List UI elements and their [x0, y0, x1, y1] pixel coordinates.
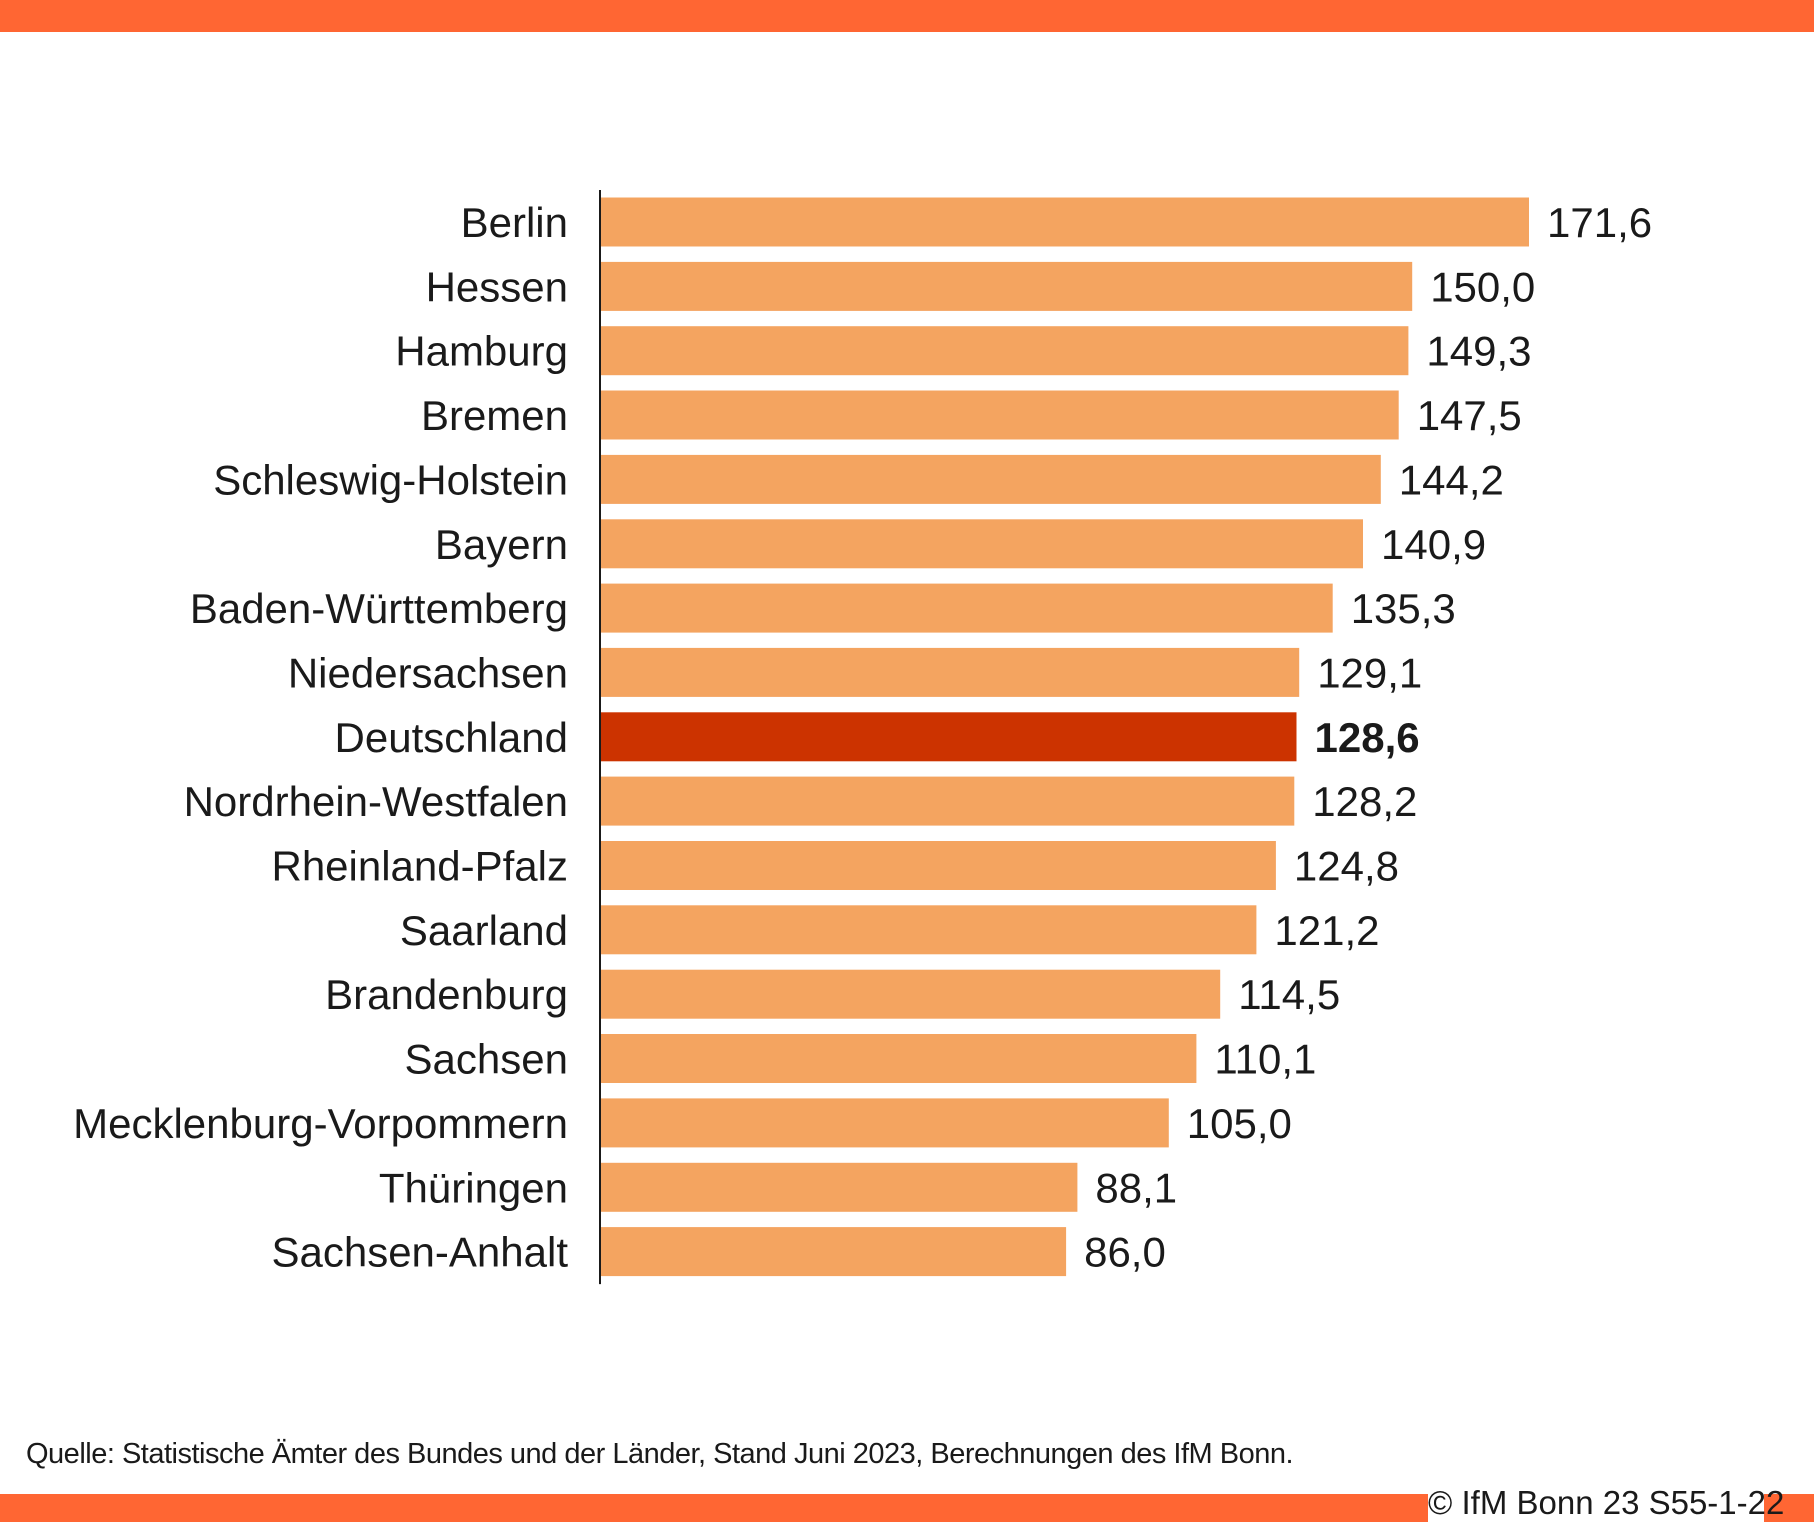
- category-label: Hessen: [426, 263, 568, 310]
- value-label: 149,3: [1426, 328, 1531, 375]
- bar-bremen: [601, 390, 1399, 440]
- bar-niedersachsen: [601, 647, 1300, 697]
- value-label: 105,0: [1187, 1100, 1292, 1147]
- category-label: Baden-Württemberg: [190, 585, 568, 632]
- value-label: 129,1: [1317, 649, 1422, 696]
- category-label: Brandenburg: [325, 971, 568, 1018]
- bar-brandenburg: [601, 969, 1221, 1019]
- value-label: 128,2: [1312, 778, 1417, 825]
- category-label: Bremen: [421, 392, 568, 439]
- bar-hamburg: [601, 326, 1409, 376]
- bar-saarland: [601, 905, 1257, 955]
- value-label: 150,0: [1430, 263, 1535, 310]
- category-label: Sachsen-Anhalt: [271, 1229, 568, 1276]
- bar-berlin: [601, 197, 1529, 247]
- top-accent-band: [0, 0, 1814, 32]
- source-note: Quelle: Statistische Ämter des Bundes un…: [26, 1438, 1294, 1470]
- value-label: 140,9: [1381, 521, 1486, 568]
- bar-sachsen: [601, 1034, 1197, 1083]
- value-label: 110,1: [1214, 1036, 1316, 1083]
- category-label: Deutschland: [335, 714, 568, 761]
- bar-sachsen-anhalt: [601, 1227, 1067, 1277]
- category-label: Nordrhein-Westfalen: [184, 778, 568, 825]
- category-label: Hamburg: [395, 328, 568, 375]
- bar-bayern: [601, 519, 1363, 569]
- bar-rheinland-pfalz: [601, 841, 1276, 890]
- category-label: Niedersachsen: [288, 649, 568, 696]
- bar-deutschland: [601, 712, 1297, 762]
- category-label: Thüringen: [379, 1164, 568, 1211]
- value-label: 135,3: [1351, 585, 1456, 632]
- value-label: 144,2: [1399, 456, 1504, 503]
- value-label: 171,6: [1547, 199, 1652, 246]
- bar-mecklenburg-vorpommern: [601, 1098, 1169, 1148]
- value-label: 86,0: [1084, 1229, 1166, 1276]
- bar-baden-württemberg: [601, 583, 1333, 633]
- value-label: 124,8: [1294, 843, 1399, 890]
- category-label: Sachsen: [405, 1036, 568, 1083]
- copyright-label: © IfM Bonn 23 S55-1-22: [1428, 1480, 1784, 1522]
- bar-schleswig-holstein: [601, 454, 1381, 504]
- category-label: Bayern: [435, 521, 568, 568]
- value-label: 147,5: [1417, 392, 1522, 439]
- category-label: Berlin: [461, 199, 568, 246]
- bar-nordrhein-westfalen: [601, 776, 1295, 826]
- value-label: 88,1: [1095, 1164, 1177, 1211]
- bar-thüringen: [601, 1162, 1078, 1212]
- category-label: Rheinland-Pfalz: [271, 843, 568, 890]
- value-label: 114,5: [1238, 971, 1340, 1018]
- value-label: 121,2: [1274, 907, 1379, 954]
- value-label: 128,6: [1315, 714, 1420, 761]
- bar-hessen: [601, 261, 1413, 311]
- category-label: Saarland: [400, 907, 568, 954]
- category-label: Mecklenburg-Vorpommern: [73, 1100, 568, 1147]
- category-label: Schleswig-Holstein: [213, 456, 568, 503]
